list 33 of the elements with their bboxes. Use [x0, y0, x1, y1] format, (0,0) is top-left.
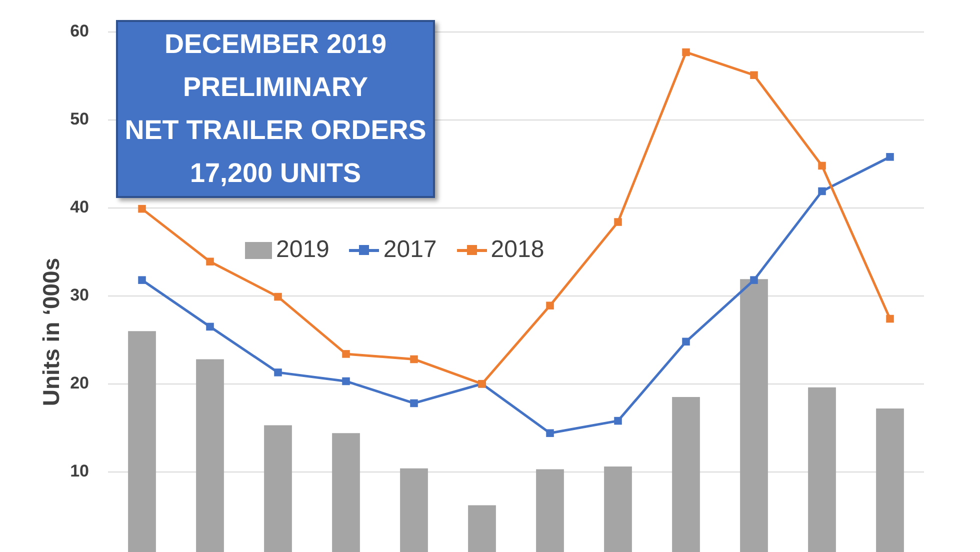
- point: [138, 276, 146, 284]
- point: [886, 153, 894, 161]
- y-tick-label: 20: [70, 374, 89, 393]
- point: [614, 416, 622, 425]
- point: [818, 162, 826, 170]
- point: [410, 399, 418, 408]
- legend-label: 2018: [490, 236, 544, 264]
- y-tick-label: 30: [70, 286, 89, 305]
- point: [546, 302, 554, 310]
- y-tick-label: 10: [70, 462, 89, 481]
- point: [206, 322, 214, 331]
- y-tick-label: 50: [70, 110, 89, 129]
- y-tick-label: 60: [70, 22, 89, 41]
- y-axis-title: Units in ‘000s: [38, 258, 64, 406]
- point: [682, 338, 690, 346]
- point: [818, 187, 826, 196]
- point: [274, 368, 282, 376]
- point: [750, 71, 758, 79]
- point: [614, 218, 622, 226]
- legend-label: 2019: [276, 236, 330, 264]
- point: [546, 429, 554, 438]
- text: DECEMBER 2019 PRELIMINARY NET TRAILER ORDERS 17,200 UNITS: [116, 20, 435, 198]
- point: [886, 314, 894, 323]
- point: [138, 204, 146, 213]
- point: [342, 350, 350, 358]
- point: [206, 258, 214, 266]
- y-tick-label: 40: [70, 198, 89, 217]
- point: [342, 377, 350, 386]
- point: [750, 276, 758, 284]
- point: [274, 292, 282, 301]
- point: [410, 355, 418, 364]
- point: [682, 48, 690, 56]
- legend-label: 2017: [383, 236, 437, 264]
